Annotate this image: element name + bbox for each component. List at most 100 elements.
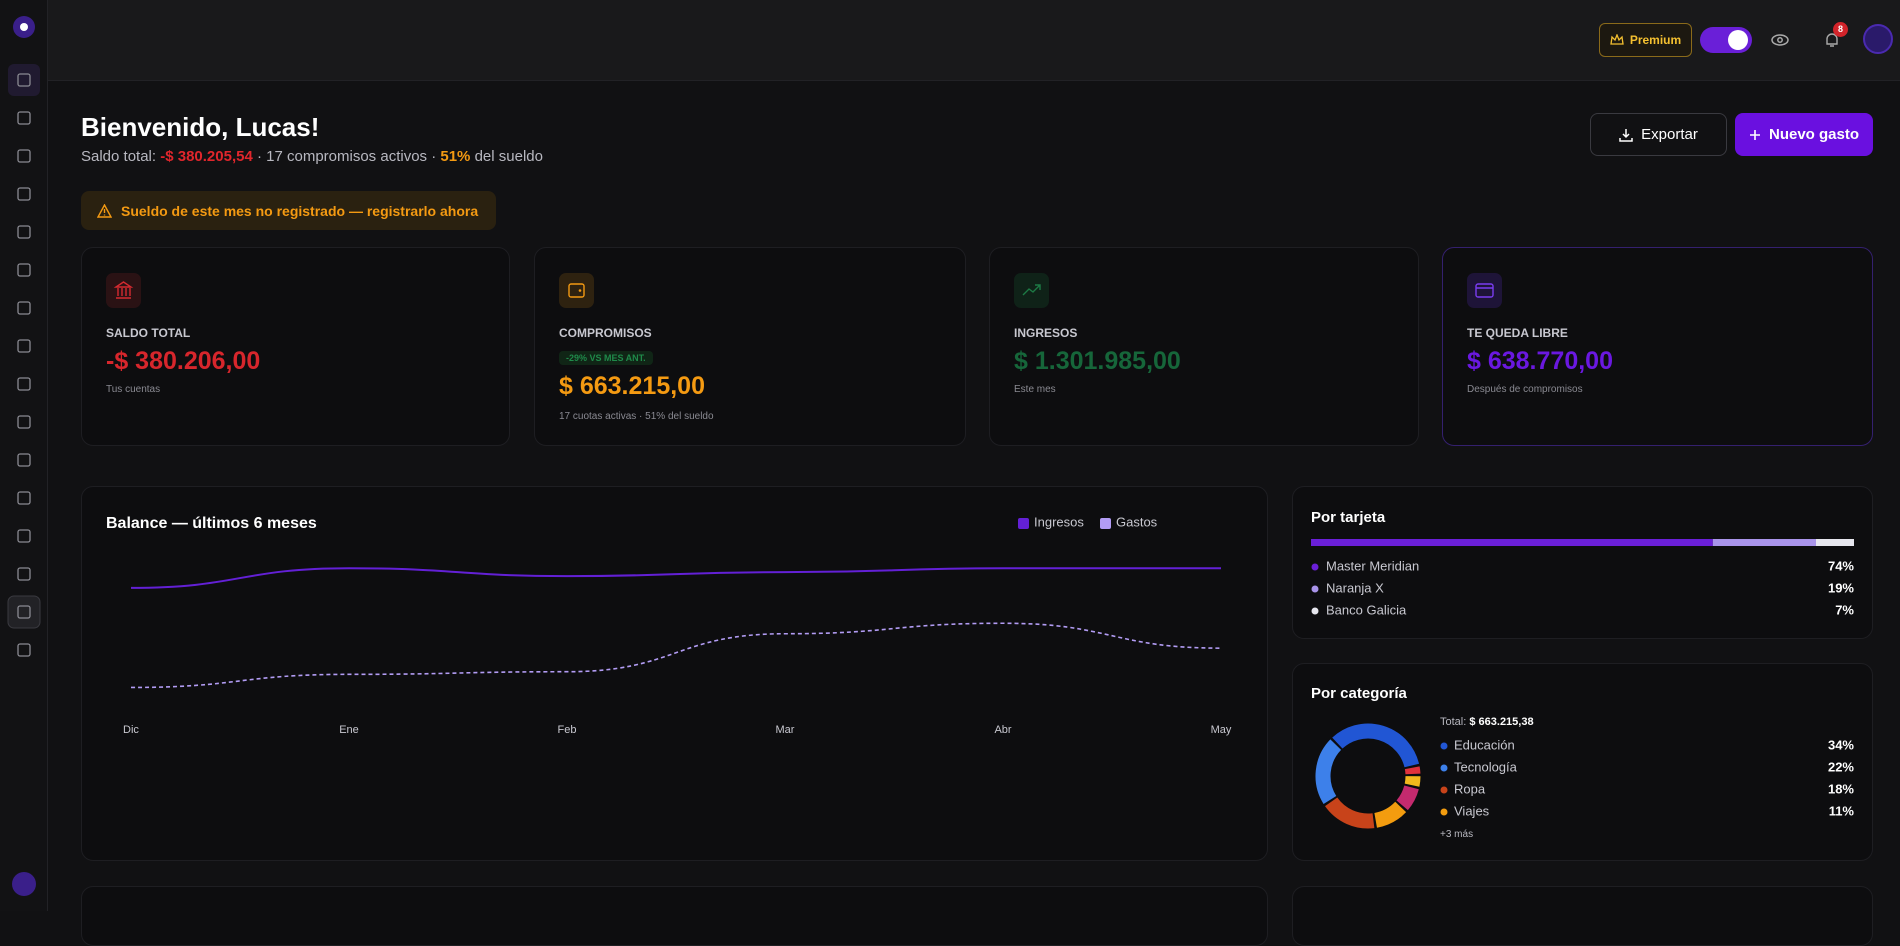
item-percent: 18%: [1828, 781, 1854, 796]
nav-icon[interactable]: [17, 111, 31, 125]
card-value: $ 1.301.985,00: [1014, 347, 1181, 375]
page-title: Bienvenido, Lucas!: [81, 112, 320, 142]
card: COMPROMISOS -29% VS MES ANT. $ 663.215,0…: [534, 247, 966, 446]
premium-label: Premium: [1629, 33, 1682, 47]
legend-label: Gastos: [1116, 514, 1158, 529]
nav-icon[interactable]: [17, 453, 31, 467]
bottom-panel: [81, 886, 1268, 946]
theme-toggle[interactable]: [1700, 27, 1752, 53]
card-label: COMPROMISOS: [559, 326, 652, 340]
legend-dot: [1440, 742, 1448, 750]
card-value: -$ 380.206,00: [106, 347, 261, 375]
x-tick-label: Dic: [123, 724, 139, 736]
bottom-panel: [1292, 886, 1873, 946]
item-name: Tecnología: [1454, 759, 1518, 774]
total-label: Total:: [1440, 716, 1467, 728]
card-note: Después de compromisos: [1467, 384, 1583, 395]
sidebar-icons: [7, 16, 41, 896]
export-button[interactable]: Exportar: [1590, 113, 1727, 156]
new-expense-button[interactable]: Nuevo gasto: [1735, 113, 1873, 156]
donut-segment: [1396, 785, 1419, 811]
nav-icon[interactable]: [17, 415, 31, 429]
item-name: Master Meridian: [1326, 558, 1419, 573]
item-percent: 22%: [1828, 759, 1854, 774]
user-avatar[interactable]: [12, 872, 36, 896]
item-name: Naranja X: [1326, 580, 1384, 595]
legend-label: Ingresos: [1034, 514, 1084, 529]
legend-dot: [1440, 808, 1448, 816]
sidebar: [0, 0, 48, 911]
nav-icon[interactable]: [17, 187, 31, 201]
share-bar: [1311, 539, 1713, 546]
nav-icon[interactable]: [17, 225, 31, 239]
by-card-chart: Master Meridian 74% Naranja X 19% Banco Gali…: [1311, 539, 1854, 617]
nav-icon[interactable]: [17, 567, 31, 581]
chart-title: Balance — últimos 6 meses: [106, 515, 317, 532]
export-label: Exportar: [1641, 126, 1698, 143]
subtitle-suffix: del sueldo: [474, 148, 543, 165]
avatar[interactable]: [1863, 24, 1893, 54]
legend-dot: [1440, 786, 1448, 794]
nav-icon[interactable]: [17, 339, 31, 353]
nav-icon[interactable]: [17, 491, 31, 505]
nav-icon[interactable]: [17, 643, 31, 657]
page-subtitle: Saldo total: -$ 380.205,54 · 17 compromi…: [81, 148, 543, 165]
card-label: TE QUEDA LIBRE: [1467, 326, 1568, 340]
nav-icon[interactable]: [17, 377, 31, 391]
nav-icon[interactable]: [17, 605, 31, 619]
legend-swatch: [1018, 518, 1029, 529]
x-tick-label: Ene: [339, 724, 359, 736]
donut-segment: [1332, 723, 1420, 768]
x-tick-label: May: [1211, 724, 1232, 736]
card: INGRESOS $ 1.301.985,00 Este mes: [989, 247, 1419, 446]
more-label[interactable]: +3 más: [1440, 829, 1474, 840]
new-expense-label: Nuevo gasto: [1768, 126, 1859, 143]
item-percent: 11%: [1829, 803, 1855, 818]
x-tick-label: Feb: [558, 724, 577, 736]
donut-segment: [1374, 801, 1407, 828]
card-note: 17 cuotas activas · 51% del sueldo: [559, 411, 714, 422]
subtitle-balance: -$ 380.205,54: [160, 148, 253, 165]
alert-banner[interactable]: Sueldo de este mes no registrado — regis…: [81, 191, 496, 230]
donut-segment: [1325, 797, 1375, 829]
crown-icon: [1610, 34, 1624, 45]
legend-dot: [1311, 607, 1319, 615]
notification-badge: 8: [1833, 22, 1848, 37]
nav-icon[interactable]: [17, 149, 31, 163]
by-card-panel: Por tarjeta Master Meridian 74% Naranja X 1…: [1292, 486, 1873, 639]
item-name: Educación: [1454, 737, 1515, 752]
share-bar: [1815, 539, 1854, 546]
eye-icon[interactable]: [1770, 31, 1790, 49]
item-name: Ropa: [1454, 781, 1486, 796]
card-icon: [1467, 273, 1502, 308]
panel-title: Por tarjeta: [1311, 509, 1386, 526]
plus-icon: [1749, 129, 1760, 140]
card-note: Este mes: [1014, 384, 1056, 395]
card-icon: [559, 273, 594, 308]
subtitle-prefix: Saldo total:: [81, 148, 157, 165]
active-bg: [7, 595, 41, 629]
balance-chart: Balance — últimos 6 meses Gastos Ingresos…: [106, 514, 1232, 736]
bell-icon[interactable]: [1823, 31, 1841, 49]
item-percent: 34%: [1828, 737, 1854, 752]
nav-icon[interactable]: [17, 73, 31, 87]
donut-segment: [1404, 775, 1421, 787]
card-value: $ 663.215,00: [559, 372, 705, 400]
x-tick-label: Abr: [994, 724, 1011, 736]
card-label: SALDO TOTAL: [106, 326, 191, 340]
card: SALDO TOTAL -$ 380.206,00 Tus cuentas: [81, 247, 510, 446]
series-line: [130, 622, 1222, 689]
premium-button[interactable]: Premium: [1599, 23, 1692, 57]
nav-icon[interactable]: [17, 263, 31, 277]
share-bar: [1712, 539, 1816, 546]
legend-dot: [1311, 563, 1319, 571]
card-value: $ 638.770,00: [1467, 347, 1613, 375]
nav-icon[interactable]: [17, 529, 31, 543]
active-bg: [8, 64, 40, 96]
x-tick-label: Mar: [776, 724, 795, 736]
panel-title: Por categoría: [1311, 685, 1407, 702]
by-category-panel: Por categoría Total: $ 663.215,38 +3 más…: [1292, 663, 1873, 861]
nav-icon[interactable]: [17, 301, 31, 315]
